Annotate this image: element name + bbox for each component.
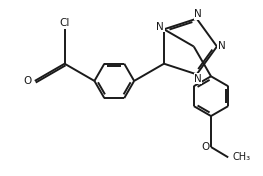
Text: O: O	[201, 142, 210, 152]
Text: N: N	[156, 22, 164, 32]
Text: O: O	[24, 76, 32, 86]
Text: CH₃: CH₃	[232, 152, 250, 162]
Text: N: N	[194, 74, 202, 84]
Text: N: N	[194, 9, 202, 19]
Text: N: N	[218, 42, 225, 52]
Text: Cl: Cl	[59, 18, 70, 28]
